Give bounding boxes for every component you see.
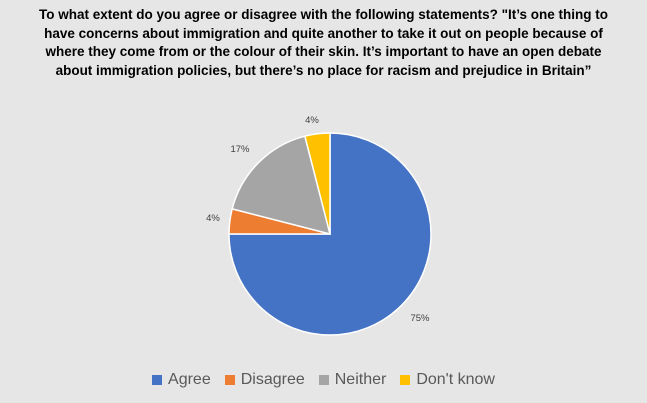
legend-label-neither: Neither <box>334 371 387 388</box>
legend: Agree Disagree Neither Don't know <box>0 371 647 389</box>
data-label-don-t-know: 4% <box>305 115 319 126</box>
legend-swatch-don-t-know <box>400 375 411 385</box>
chart-title: To what extent do you agree or disagree … <box>39 7 608 78</box>
legend-item-neither: Neither <box>318 371 387 389</box>
legend-label-don-t-know: Don't know <box>416 371 495 388</box>
data-label-agree: 75% <box>410 313 430 324</box>
legend-label-agree: Agree <box>168 371 211 388</box>
legend-swatch-agree <box>152 375 163 385</box>
legend-label-disagree: Disagree <box>240 371 305 388</box>
pie-slice-neither <box>231 135 332 236</box>
legend-item-disagree: Disagree <box>224 371 305 389</box>
legend-swatch-neither <box>318 375 329 385</box>
legend-swatch-disagree <box>224 375 235 385</box>
data-label-neither: 17% <box>230 144 250 155</box>
data-label-disagree: 4% <box>206 213 220 224</box>
legend-item-don-t-know: Don't know <box>400 371 495 389</box>
legend-item-agree: Agree <box>152 371 211 389</box>
pie-slice-don-t-know <box>303 132 331 235</box>
